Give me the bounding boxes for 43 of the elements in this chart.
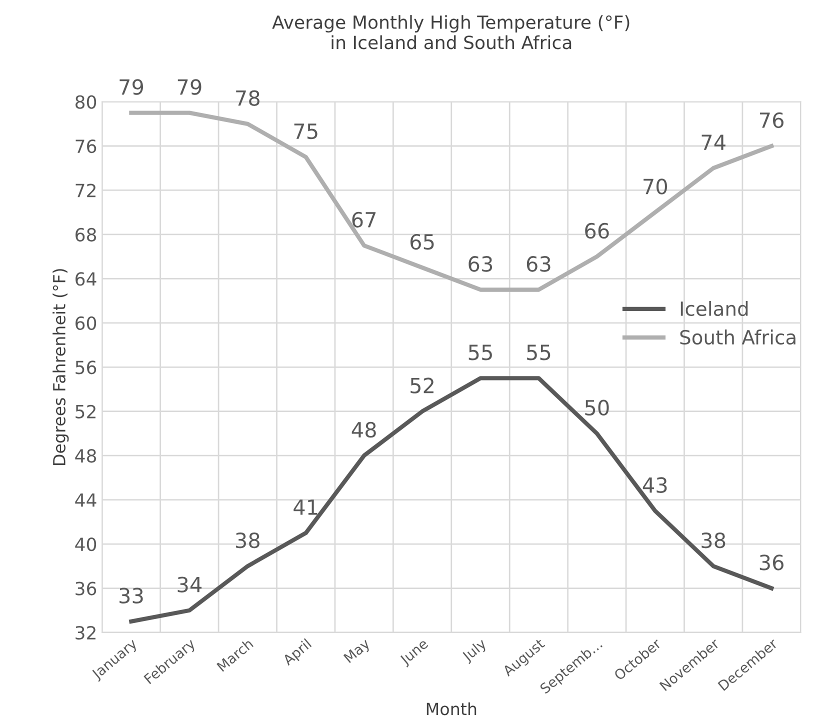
data-label: 79 <box>178 79 202 95</box>
y-tick-label: 60 <box>76 316 96 330</box>
data-label: 50 <box>585 400 609 416</box>
y-tick-label: 72 <box>76 184 96 198</box>
y-tick-label: 40 <box>75 537 96 552</box>
y-tick-label: 56 <box>76 360 96 374</box>
data-label: 55 <box>527 344 550 360</box>
data-label: 52 <box>410 378 434 394</box>
data-label: 63 <box>468 256 492 272</box>
data-label: 63 <box>526 256 550 272</box>
data-label: 38 <box>236 532 260 548</box>
data-label: 36 <box>760 554 784 570</box>
data-label: 48 <box>352 422 376 438</box>
y-tick-label: 52 <box>76 404 96 418</box>
y-tick-label: 32 <box>76 626 96 640</box>
x-tick-label: May <box>343 638 372 666</box>
y-tick-label: 80 <box>76 95 96 109</box>
data-label: 75 <box>294 124 318 140</box>
y-tick-label: 68 <box>76 228 96 242</box>
data-label: 43 <box>642 477 667 493</box>
y-tick-label: 76 <box>76 139 96 154</box>
data-label: 38 <box>702 532 726 548</box>
data-label: 76 <box>760 112 784 128</box>
data-label: 74 <box>702 134 726 150</box>
data-label: 55 <box>468 344 492 360</box>
data-label: 65 <box>410 234 434 250</box>
x-axis-title: Month <box>426 702 476 716</box>
legend-label: Iceland <box>680 301 748 316</box>
y-tick-label: 44 <box>75 494 96 507</box>
data-label: 33 <box>120 588 143 604</box>
data-label: 79 <box>120 79 144 95</box>
data-label: 41 <box>294 500 318 515</box>
data-label: 78 <box>236 90 260 106</box>
y-axis-title: Degrees Fahrenheit (°F) <box>52 269 69 465</box>
data-label: 70 <box>644 178 668 194</box>
legend-label: South Africa <box>680 330 796 345</box>
y-tick-label: 48 <box>75 449 96 463</box>
chart-title: Average Monthly High Temperature (°F) in Iceland and South Africa <box>272 15 630 50</box>
data-label: 66 <box>585 222 609 239</box>
data-label: 34 <box>178 576 202 592</box>
y-tick-label: 36 <box>76 582 96 596</box>
y-tick-label: 64 <box>76 272 96 286</box>
data-label: 67 <box>352 212 376 228</box>
